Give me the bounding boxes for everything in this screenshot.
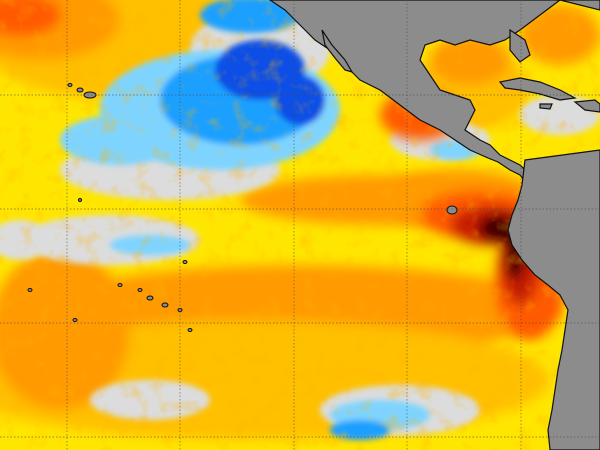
land-cuba <box>498 77 577 101</box>
land-south-america <box>507 149 600 450</box>
land-baja <box>321 29 354 73</box>
land-jamaica <box>539 103 553 110</box>
land <box>268 0 600 450</box>
land-florida-east <box>509 28 531 63</box>
land-north-america <box>268 0 600 187</box>
land-hispaniola <box>573 99 600 113</box>
islands <box>27 83 458 332</box>
